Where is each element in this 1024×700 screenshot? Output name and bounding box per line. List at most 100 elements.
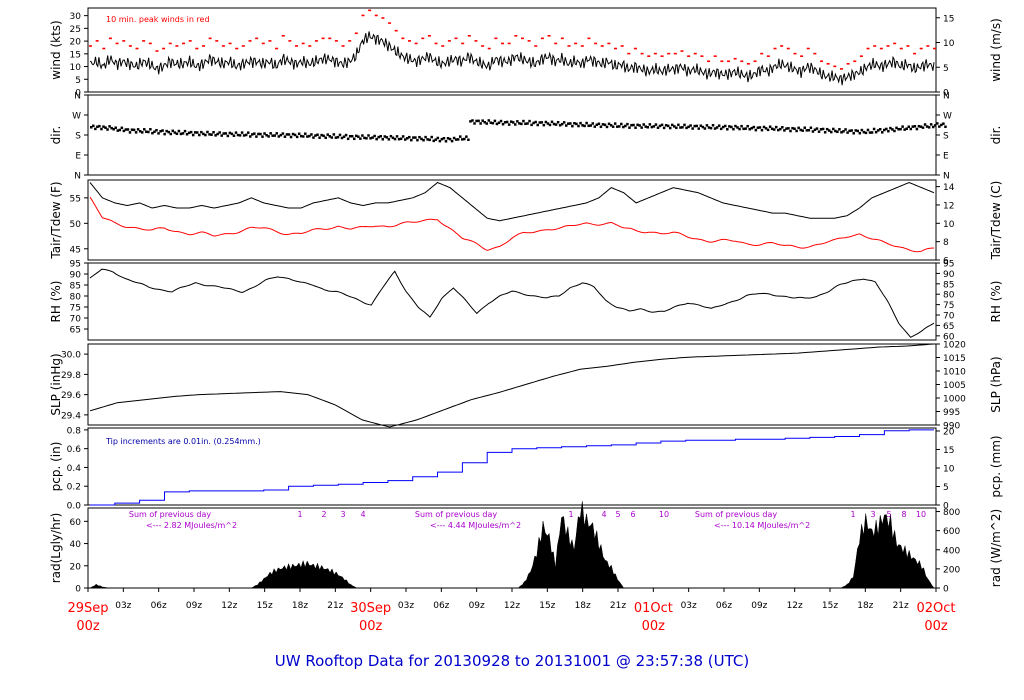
dir-point <box>369 137 372 140</box>
wind-left-tick-label: 10 <box>70 63 82 73</box>
dir-point <box>377 135 380 139</box>
dir-point <box>530 123 533 127</box>
slp-left-tick-label: 29.4 <box>61 411 81 421</box>
dir-point <box>697 127 701 130</box>
dir-point <box>807 129 811 132</box>
rad-left-tick-label: 20 <box>70 562 82 572</box>
wind-left-tick-label: 30 <box>70 12 82 22</box>
rad-hour-mark: 3 <box>870 510 875 519</box>
dir-point <box>846 131 849 134</box>
rad-right-tick-label: 600 <box>943 527 960 537</box>
wind-peak-point <box>813 52 817 55</box>
dir-point <box>193 131 197 134</box>
pcp-left-tick-label: 0.8 <box>67 426 82 436</box>
rad-hour-mark: 6 <box>630 510 635 519</box>
dir-point <box>913 125 917 128</box>
rad-right-tick-label: 0 <box>943 585 949 595</box>
dir-point <box>787 127 790 130</box>
dir-point <box>754 128 758 132</box>
dir-point <box>809 126 813 129</box>
dir-point <box>874 130 878 134</box>
dir-point <box>295 135 299 139</box>
dir-point <box>821 127 825 131</box>
pcp-frame <box>87 427 937 506</box>
dir-point <box>314 134 317 137</box>
dir-point <box>760 128 764 132</box>
dir-point <box>483 120 486 124</box>
wind-peak-point <box>740 60 744 63</box>
dir-point <box>550 120 554 124</box>
dir-point <box>302 135 305 138</box>
wind-peak-point <box>248 40 252 42</box>
dir-point <box>173 131 177 134</box>
dir-point <box>344 133 348 137</box>
dir-point <box>495 122 499 126</box>
dir-point <box>744 127 747 130</box>
pcp-left-tick-label: 0.4 <box>67 464 82 474</box>
x-hour-label: 06z <box>151 601 167 611</box>
dir-point <box>516 120 519 123</box>
dir-point <box>919 125 923 128</box>
dir-point <box>738 127 741 131</box>
wind-peak-point <box>933 47 936 50</box>
dir-point <box>677 123 680 127</box>
rh-right-tick-label: 75 <box>943 301 954 311</box>
dir-point <box>936 122 939 125</box>
dir-point <box>726 128 729 131</box>
dir-point <box>721 125 725 129</box>
dir-point <box>208 133 211 136</box>
dir-point <box>375 137 378 141</box>
x-hour-label: 15z <box>539 601 555 611</box>
temp-right-tick-label: 14 <box>943 183 955 193</box>
dir-point <box>163 132 166 136</box>
rad-note-line1: Sum of previous day <box>695 510 777 519</box>
dir-point <box>465 135 468 138</box>
dir-point <box>328 135 332 138</box>
dir-point <box>685 126 688 130</box>
dir-point <box>783 129 786 132</box>
dir-point <box>393 137 397 141</box>
x-date-hour-label: 00z <box>924 619 948 634</box>
dir-point <box>571 124 574 128</box>
wind-peak-point <box>680 50 684 52</box>
dir-point <box>312 136 315 139</box>
dir-point <box>940 123 943 127</box>
dir-point <box>94 127 97 131</box>
dir-point <box>224 132 228 135</box>
dir-point <box>891 128 894 131</box>
dir-point <box>414 136 417 139</box>
dir-point <box>620 122 623 126</box>
dir-point <box>338 133 342 137</box>
dir-point <box>177 129 181 133</box>
wind-peak-point <box>653 52 657 55</box>
dir-point <box>255 135 258 138</box>
wind-peak-point <box>793 52 797 55</box>
pcp-right-tick-label: 15 <box>943 446 954 456</box>
wind-peak-point <box>693 52 697 55</box>
dir-point <box>304 132 307 135</box>
rh-line <box>89 268 935 338</box>
rad-ylabel-left: rad(Lgly/hr) <box>49 513 63 584</box>
wind-peak-point <box>228 42 232 45</box>
dir-point <box>856 129 860 133</box>
dir-point <box>569 122 572 125</box>
dir-point <box>261 135 264 138</box>
dir-point <box>858 131 862 135</box>
wind-peak-point <box>560 37 564 40</box>
dir-point <box>130 128 134 131</box>
dir-point <box>709 126 713 130</box>
dir-point <box>622 125 625 129</box>
dir-point <box>206 130 209 134</box>
dir-point <box>430 135 433 139</box>
dir-point <box>577 124 580 128</box>
dir-point <box>104 126 107 129</box>
dir-point <box>599 125 603 129</box>
dir-point <box>183 129 187 133</box>
dir-point <box>724 124 727 128</box>
wind-peak-point <box>687 55 691 57</box>
x-hour-label: 18z <box>292 601 308 611</box>
wind-peak-point <box>155 50 159 52</box>
dir-point <box>758 126 762 129</box>
dir-point <box>497 121 501 125</box>
dir-point <box>412 136 415 139</box>
